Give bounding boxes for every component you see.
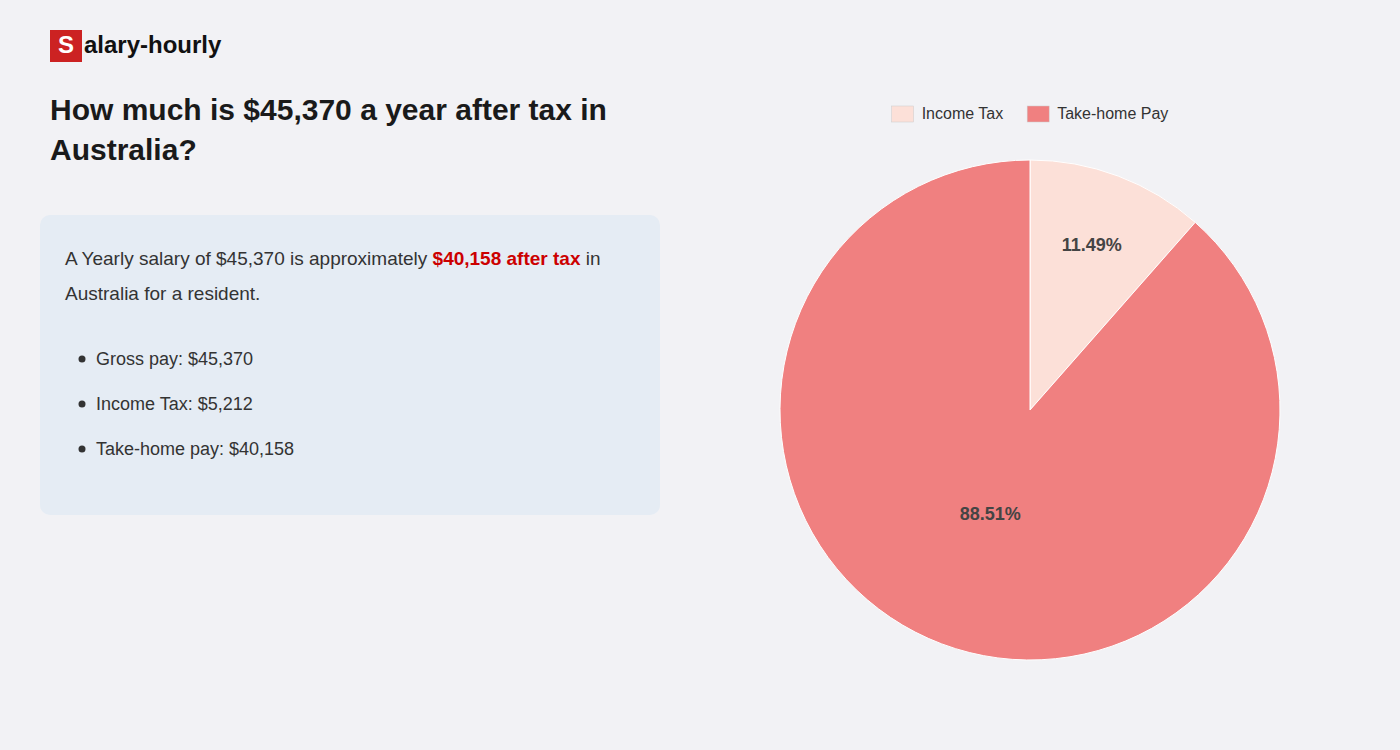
legend-swatch (892, 106, 914, 122)
summary-line: A Yearly salary of $45,370 is approximat… (65, 248, 601, 269)
legend-item: Take-home Pay (1027, 105, 1168, 122)
summary-text: in (580, 248, 600, 269)
background (0, 0, 1400, 750)
data-label: 11.49% (1062, 235, 1122, 255)
data-label: 88.51% (960, 504, 1021, 524)
legend-swatch (1027, 106, 1049, 122)
bullet-dot (79, 356, 86, 363)
info-box (40, 215, 660, 515)
legend: Income Tax Take-home Pay (892, 105, 1169, 122)
title: How much is $45,370 a year after tax in A… (50, 93, 607, 166)
summary-text: A Yearly salary of $45,370 is approximat… (65, 248, 433, 269)
bullet-text: Gross pay: $45,370 (96, 349, 253, 369)
bullet-dot (79, 446, 86, 453)
bullet-text: Take-home pay: $40,158 (96, 439, 294, 459)
title-line: Australia? (50, 133, 197, 166)
pie-slice (780, 160, 1280, 660)
brand-name: alary-hourly (84, 31, 222, 58)
legend-label: Take-home Pay (1057, 105, 1168, 122)
legend-item: Income Tax (892, 105, 1004, 122)
chart-canvas: Salary-hourly How much is $45,370 a year … (0, 0, 1400, 750)
brand-letter: S (58, 31, 74, 58)
pie (780, 160, 1280, 660)
summary-highlight: $40,158 after tax (433, 248, 581, 269)
brand-box (50, 30, 82, 62)
bullet-dot (79, 401, 86, 408)
bullet-text: Income Tax: $5,212 (96, 394, 253, 414)
legend-label: Income Tax (922, 105, 1004, 122)
title-line: How much is $45,370 a year after tax in (50, 93, 607, 126)
summary-line: Australia for a resident. (65, 283, 260, 304)
